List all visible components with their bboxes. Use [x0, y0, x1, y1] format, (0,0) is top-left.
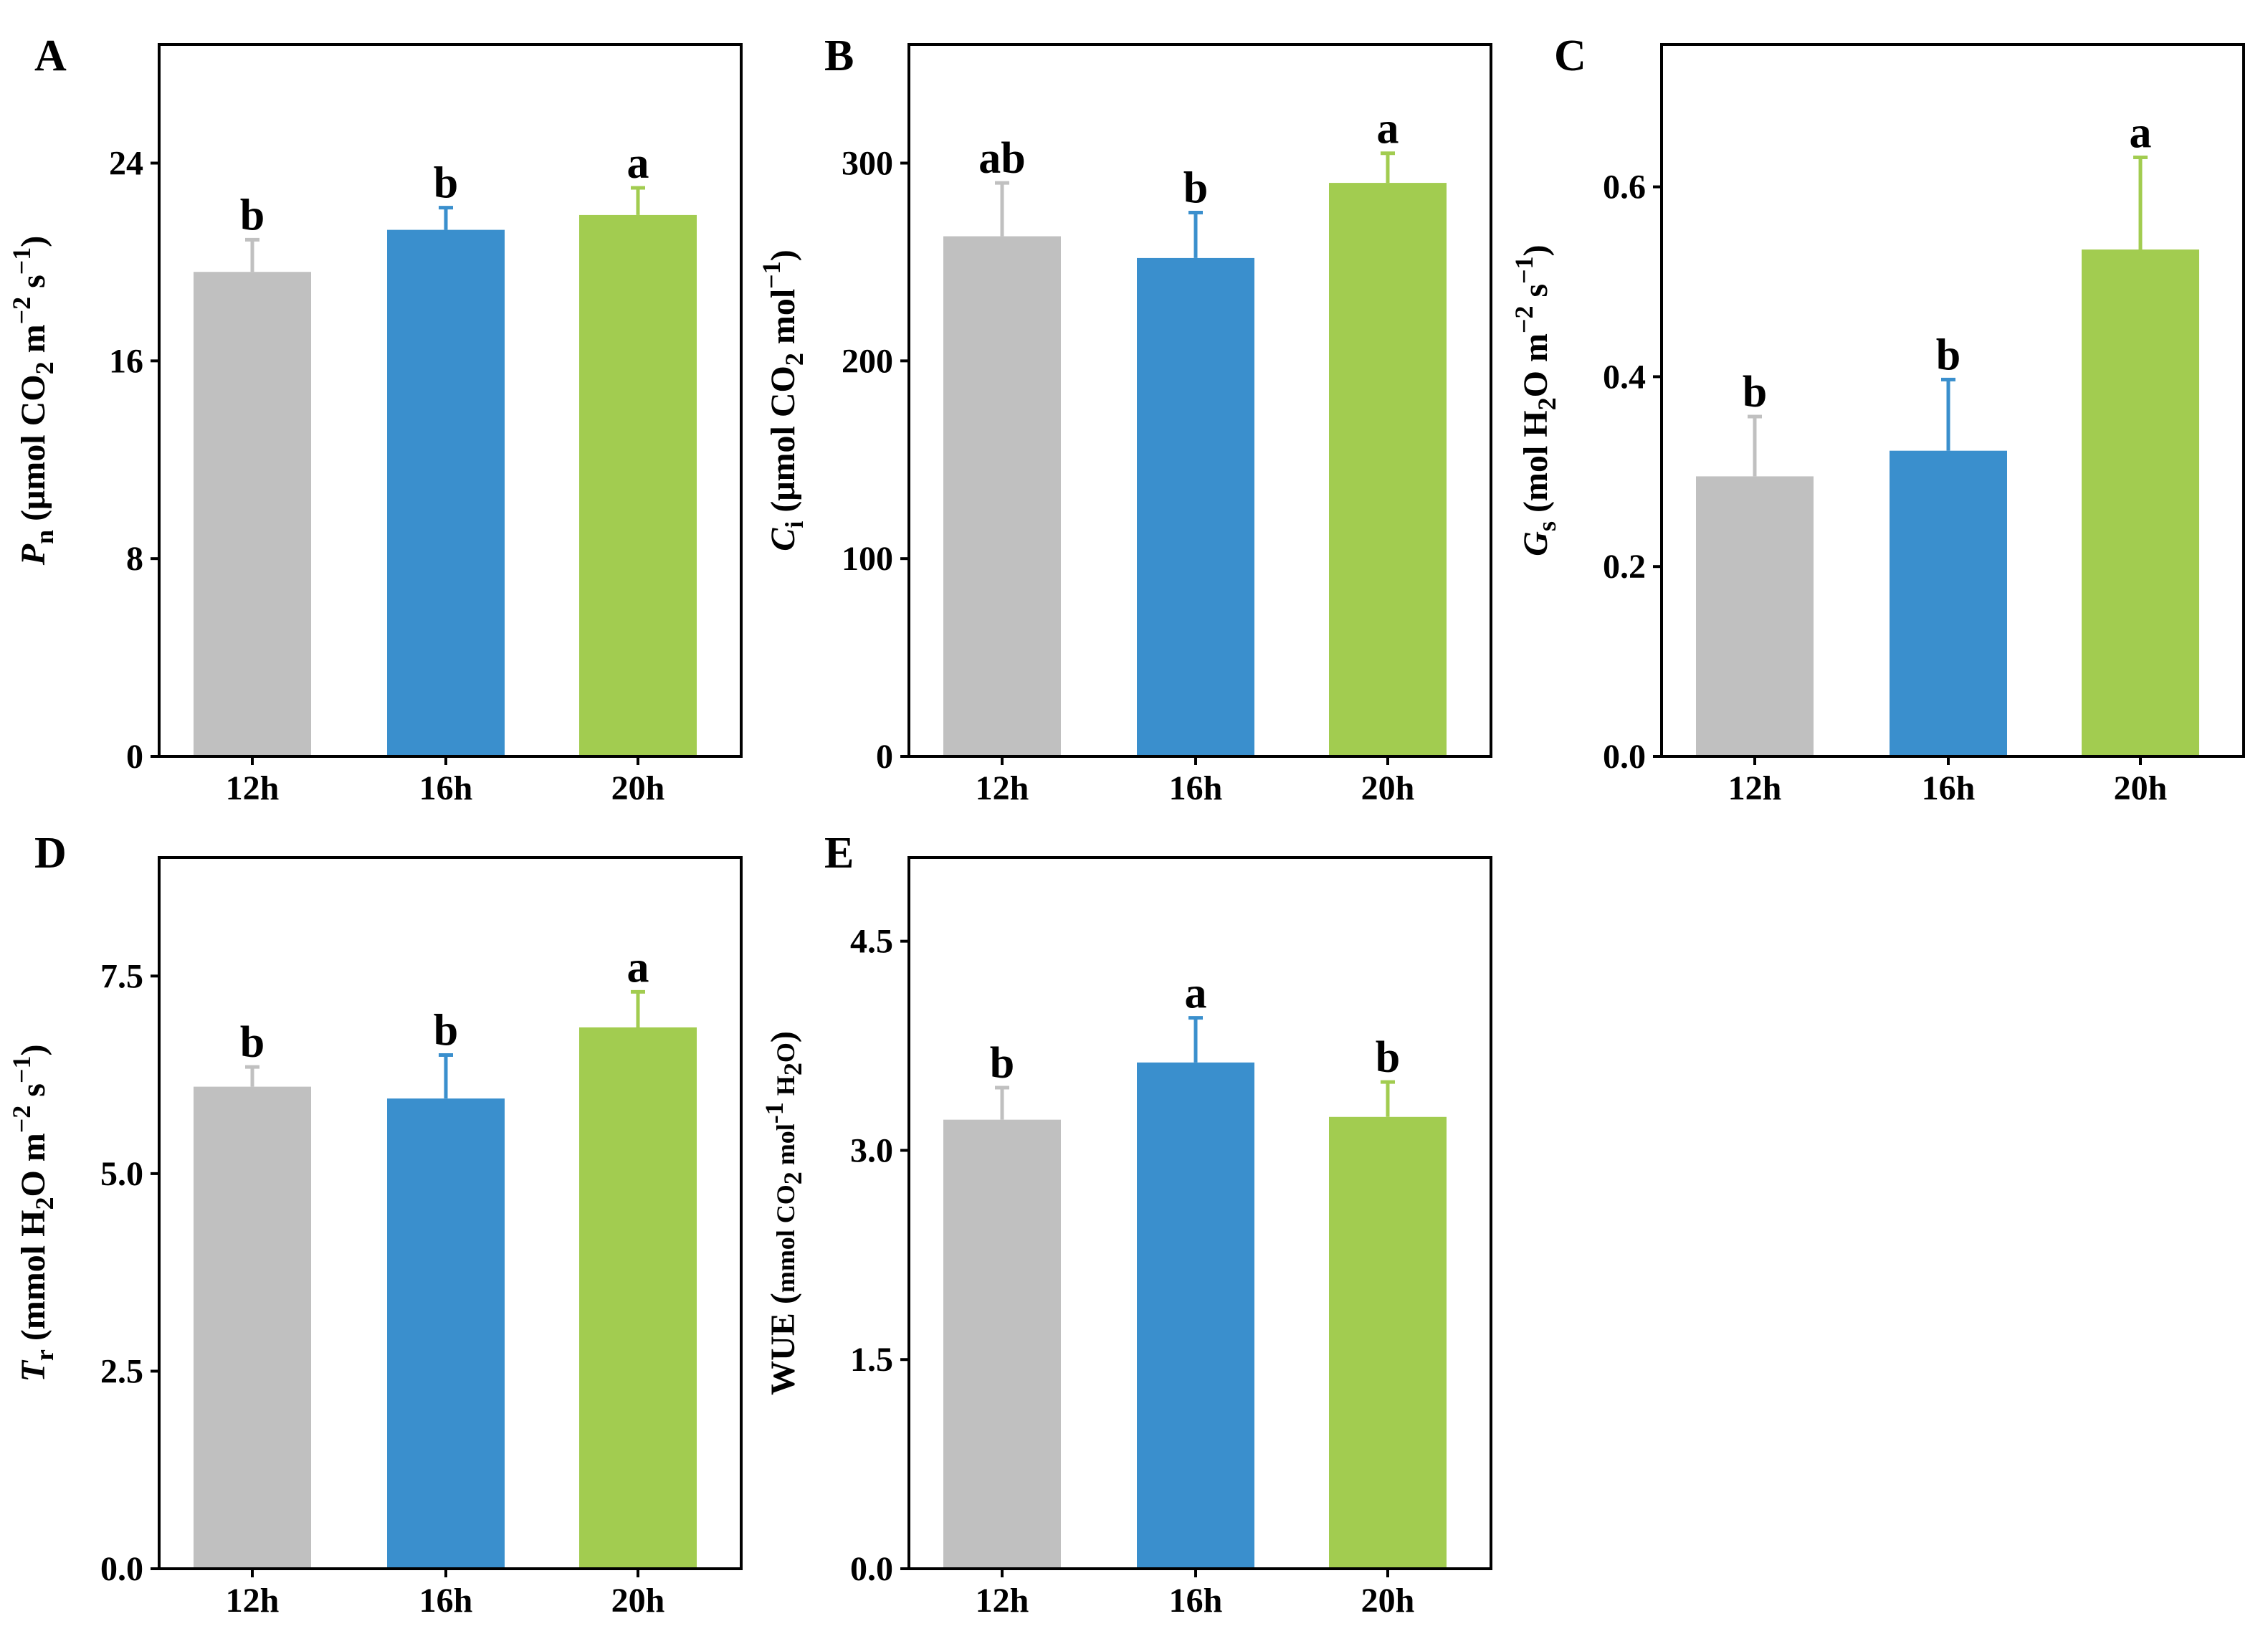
panel-a: Ab 12h b 16h a 20h 0 8 16 24 Pn (μmol CO2 m−2 s−1)	[7, 32, 743, 807]
y-tick-label: 5.0	[100, 1155, 143, 1193]
y-axis-label: Ci (μmol CO2 mol−1)	[757, 250, 809, 551]
significance-letter: b	[1183, 163, 1208, 212]
significance-letter: b	[1743, 368, 1767, 417]
bar-20h	[1329, 183, 1447, 757]
x-tick-label: 12h	[226, 1582, 280, 1620]
y-tick-label: 0.0	[850, 1550, 893, 1588]
x-tick-label: 16h	[419, 1582, 473, 1620]
significance-letter: b	[240, 191, 265, 239]
x-tick-label: 20h	[611, 769, 665, 807]
x-tick-label: 12h	[976, 769, 1029, 807]
y-tick-label: 0.6	[1603, 168, 1646, 206]
significance-letter: b	[240, 1018, 265, 1067]
panel-c: Cb 12h b 16h a 20h 0.0 0.2 0.4 0.6 Gs (mol H2O m−2…	[1510, 32, 2245, 807]
y-tick-label: 0.0	[1603, 738, 1646, 776]
bar-12h	[194, 1086, 311, 1569]
y-axis-label: Gs (mol H2O m−2 s−1)	[1510, 244, 1561, 556]
y-tick-label: 2.5	[100, 1352, 143, 1390]
significance-letter: a	[627, 139, 649, 188]
x-tick-label: 20h	[2114, 769, 2168, 807]
y-axis-label: Pn (μmol CO2 m−2 s−1)	[7, 236, 59, 566]
bar-12h	[194, 272, 311, 756]
significance-letter: a	[1377, 105, 1399, 153]
bar-12h	[943, 1119, 1061, 1569]
x-tick-label: 12h	[226, 769, 280, 807]
y-tick-label: 0.0	[100, 1550, 143, 1588]
y-tick-label: 0	[126, 738, 143, 776]
bar-20h	[2082, 249, 2199, 756]
significance-letter: b	[1936, 331, 1960, 379]
y-tick-label: 4.5	[850, 923, 893, 961]
plot-frame	[907, 856, 1492, 1570]
y-tick-label: 16	[109, 342, 143, 380]
x-tick-label: 12h	[1728, 769, 1782, 807]
plot-frame	[1660, 43, 2245, 758]
bar-16h	[387, 1098, 505, 1569]
y-tick-label: 0	[876, 738, 893, 776]
plot-frame	[158, 856, 743, 1570]
significance-letter: ab	[978, 134, 1025, 183]
x-tick-label: 16h	[1169, 1582, 1223, 1620]
panel-letter: A	[34, 32, 67, 80]
y-tick-label: 300	[842, 145, 893, 183]
y-tick-label: 8	[126, 540, 143, 578]
x-tick-label: 20h	[1361, 1582, 1415, 1620]
x-tick-label: 20h	[611, 1582, 665, 1620]
panel-letter: D	[34, 829, 67, 878]
bar-16h	[1137, 257, 1254, 756]
significance-letter: a	[1185, 969, 1207, 1018]
significance-letter: b	[434, 1007, 458, 1055]
panel-letter: E	[824, 829, 854, 878]
y-tick-label: 200	[842, 342, 893, 380]
bar-12h	[1696, 476, 1814, 756]
panel-letter: C	[1554, 32, 1586, 80]
significance-letter: b	[434, 159, 458, 208]
y-axis-label: WUE (mmol CO2 mol-1 H2O)	[760, 1031, 807, 1395]
y-tick-label: 0.4	[1603, 358, 1646, 396]
bar-12h	[943, 236, 1061, 756]
plot-frame	[158, 43, 743, 758]
significance-letter: b	[1376, 1033, 1400, 1082]
panel-e: Eb 12h a 16h b 20h 0.0 1.5 3.0 4.5 WUE (mmol CO2 m…	[760, 829, 1492, 1620]
significance-letter: a	[627, 943, 649, 992]
y-tick-label: 24	[109, 145, 143, 183]
bar-16h	[1890, 450, 2007, 756]
x-tick-label: 16h	[419, 769, 473, 807]
panel-b: Bab 12h b 16h a 20h 0 100 200 300 Ci (μmol CO2 mol…	[757, 32, 1492, 807]
x-tick-label: 16h	[1922, 769, 1976, 807]
x-tick-label: 20h	[1361, 769, 1415, 807]
y-tick-label: 1.5	[850, 1341, 893, 1379]
bar-16h	[1137, 1062, 1254, 1569]
significance-letter: b	[990, 1039, 1014, 1088]
bar-20h	[1329, 1116, 1447, 1569]
bar-20h	[579, 214, 697, 756]
panel-d: Db 12h b 16h a 20h 0.0 2.5 5.0 7.5 Tr (mmol H2O m−…	[7, 829, 743, 1620]
y-tick-label: 100	[842, 540, 893, 578]
plot-frame	[907, 43, 1492, 758]
y-tick-label: 0.2	[1603, 548, 1646, 586]
x-tick-label: 12h	[976, 1582, 1029, 1620]
x-tick-label: 16h	[1169, 769, 1223, 807]
significance-letter: a	[2130, 109, 2152, 158]
y-tick-label: 3.0	[850, 1131, 893, 1169]
bar-16h	[387, 229, 505, 756]
bar-20h	[579, 1027, 697, 1569]
panel-letter: B	[824, 32, 854, 80]
y-tick-label: 7.5	[100, 957, 143, 995]
y-axis-label: Tr (mmol H2O m−2 s−1)	[7, 1045, 59, 1382]
